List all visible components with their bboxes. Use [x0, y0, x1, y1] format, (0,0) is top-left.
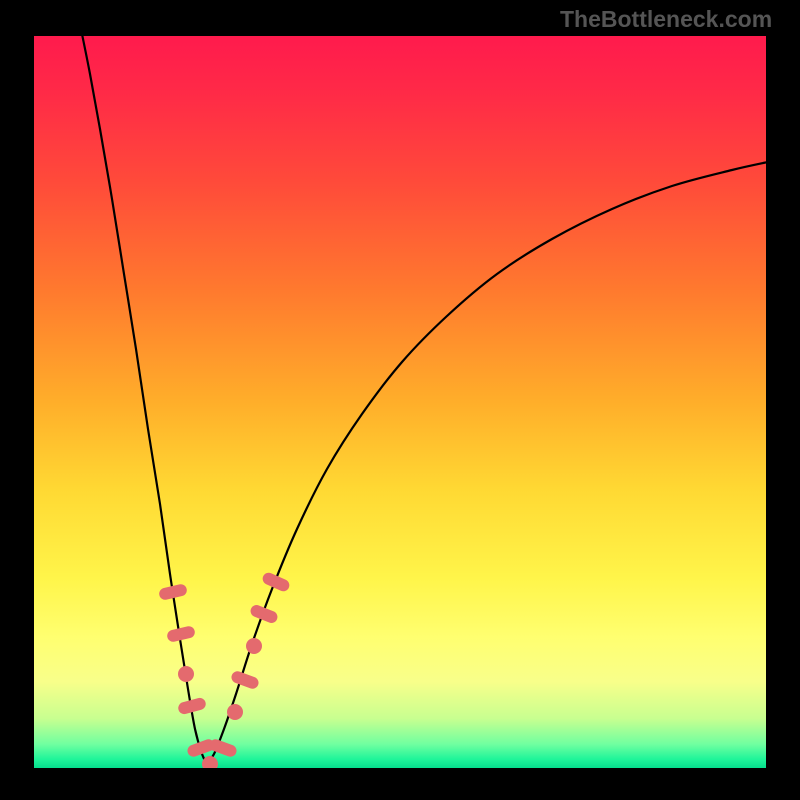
chart-container: TheBottleneck.com — [0, 0, 800, 800]
plot-border — [32, 34, 768, 770]
watermark-text: TheBottleneck.com — [560, 6, 772, 33]
